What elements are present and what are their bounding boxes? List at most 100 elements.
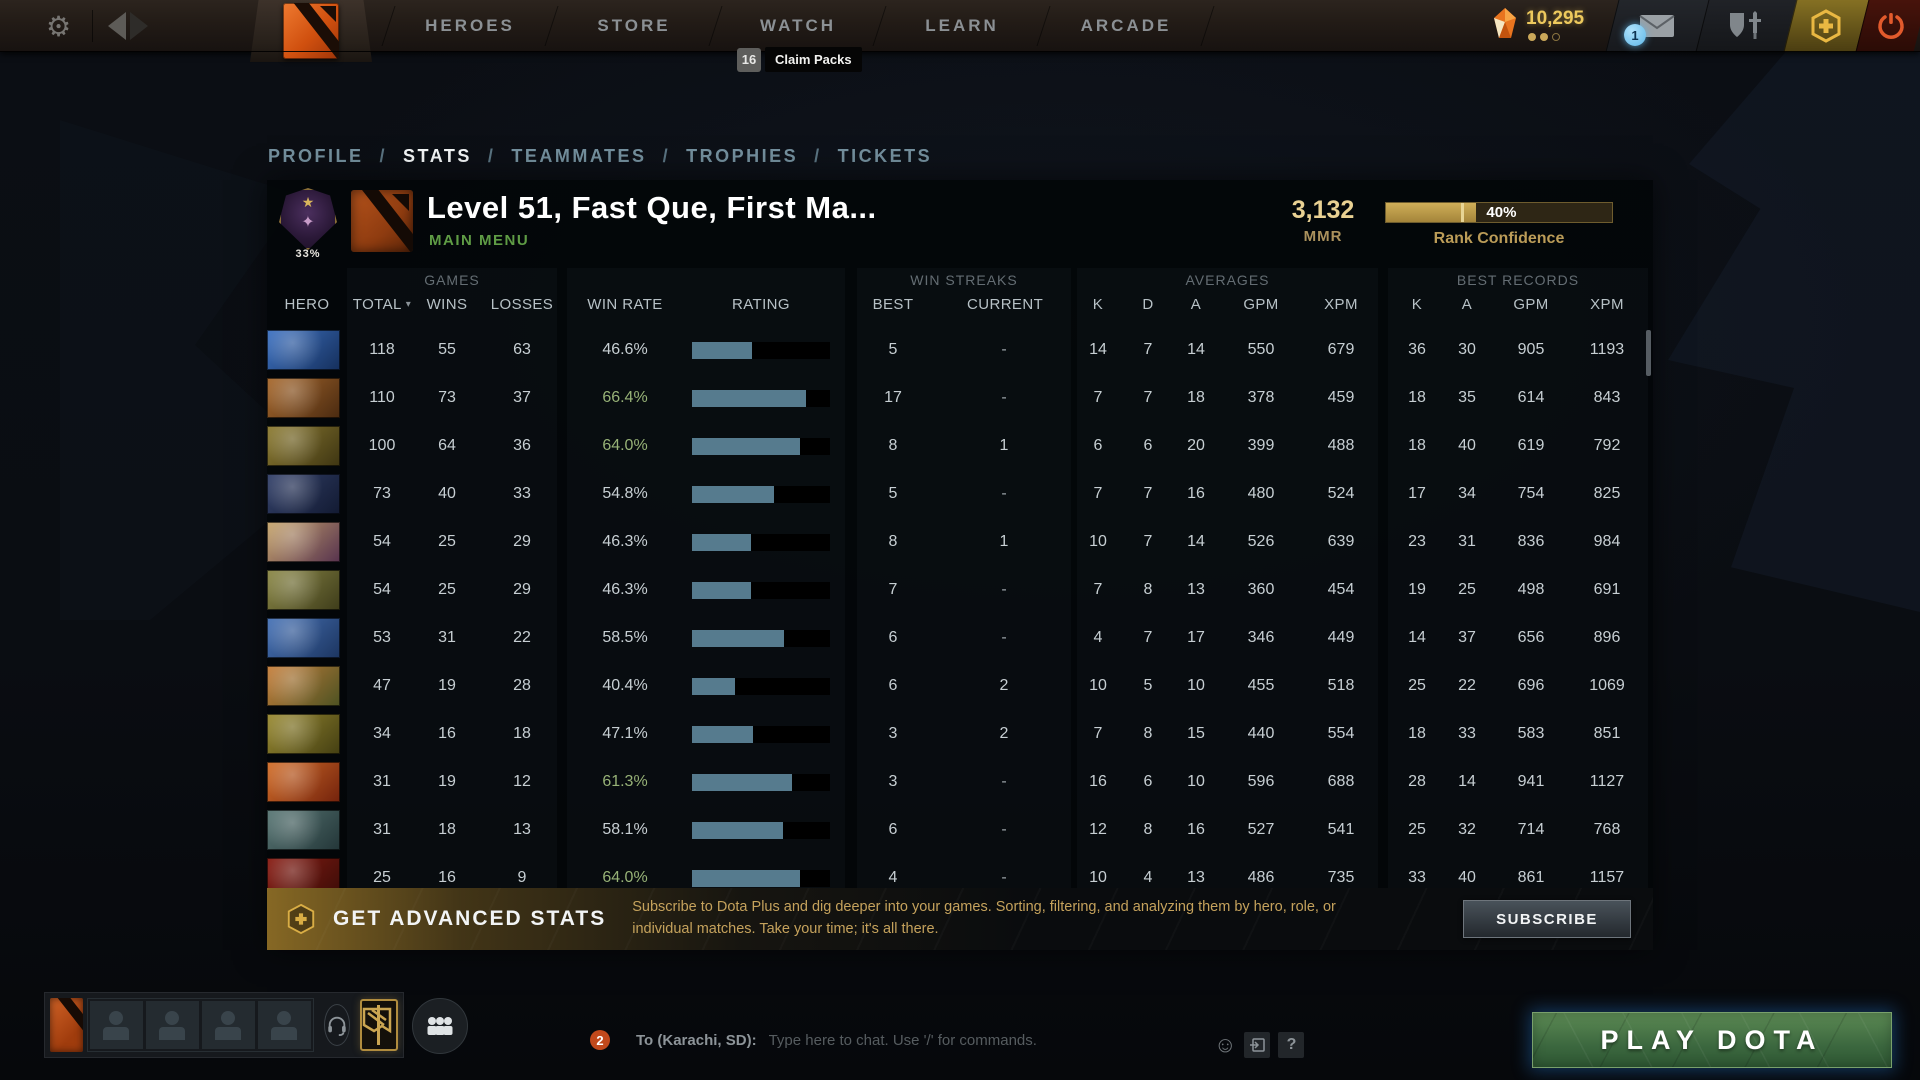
claim-packs-count: 16 bbox=[737, 47, 761, 72]
table-row[interactable]: 25 16 9 64.0% 4 - 10 4 13 486 735 33 40 861 1157 bbox=[267, 854, 1653, 888]
crumb-tickets[interactable]: TICKETS bbox=[837, 146, 933, 166]
stat-cell: 34 bbox=[1458, 485, 1476, 502]
crumb-profile[interactable]: PROFILE bbox=[268, 146, 364, 166]
table-row[interactable]: 47 19 28 40.4% 6 2 10 5 10 455 518 25 22 696 1069 bbox=[267, 662, 1653, 710]
table-row[interactable]: 100 64 36 64.0% 8 1 6 6 20 399 488 18 40 619 792 bbox=[267, 422, 1653, 470]
hero-portrait-earthshaker[interactable] bbox=[267, 378, 340, 418]
play-dota-button[interactable]: PLAY DOTA bbox=[1532, 1012, 1892, 1068]
hero-portrait-sniper[interactable] bbox=[267, 810, 340, 850]
crumb-teammates[interactable]: TEAMMATES bbox=[511, 146, 647, 166]
shard-currency[interactable]: 10,295 bbox=[1492, 8, 1584, 41]
back-arrow-icon[interactable] bbox=[108, 12, 126, 40]
party-slot-empty[interactable] bbox=[145, 1001, 199, 1049]
hero-portrait-mirana[interactable] bbox=[267, 474, 340, 514]
stat-cell: 596 bbox=[1247, 773, 1275, 790]
col-rec-gpm[interactable]: GPM bbox=[1513, 296, 1549, 313]
hero-portrait-windranger[interactable] bbox=[267, 666, 340, 706]
emoticon-icon[interactable]: ☺ bbox=[1214, 1032, 1237, 1057]
col-current[interactable]: CURRENT bbox=[967, 296, 1044, 313]
stat-cell: 13 bbox=[1187, 581, 1205, 598]
chat-notification-badge[interactable]: 2 bbox=[590, 1030, 610, 1050]
stat-cell: 37 bbox=[513, 389, 531, 406]
chat-bar: 2 To (Karachi, SD): bbox=[590, 1030, 1189, 1050]
hero-portrait-alchemist[interactable] bbox=[267, 426, 340, 466]
guild-banner-button[interactable] bbox=[360, 999, 398, 1051]
help-icon[interactable]: ? bbox=[1278, 1032, 1305, 1058]
claim-packs-tooltip[interactable]: 16 Claim Packs bbox=[737, 47, 862, 72]
hero-portrait-ogre-magi[interactable] bbox=[267, 618, 340, 658]
voice-chat-button[interactable] bbox=[323, 1004, 350, 1046]
mail-button[interactable]: 1 bbox=[1605, 0, 1709, 52]
col-hero[interactable]: HERO bbox=[284, 296, 330, 313]
nav-store[interactable]: STORE bbox=[552, 0, 716, 52]
dota-logo[interactable] bbox=[283, 3, 339, 59]
stat-cell: 28 bbox=[513, 677, 531, 694]
table-row[interactable]: 54 25 29 46.3% 7 - 7 8 13 360 454 19 25 498 691 bbox=[267, 566, 1653, 614]
table-row[interactable]: 34 16 18 47.1% 3 2 7 8 15 440 554 18 33 583 851 bbox=[267, 710, 1653, 758]
stat-cell: 518 bbox=[1327, 677, 1355, 694]
subscribe-button[interactable]: SUBSCRIBE bbox=[1463, 900, 1631, 938]
col-rating[interactable]: RATING bbox=[732, 296, 790, 313]
party-slot-empty[interactable] bbox=[201, 1001, 255, 1049]
party-finder-button[interactable] bbox=[412, 998, 468, 1054]
col-rec-a[interactable]: A bbox=[1461, 296, 1473, 313]
table-row[interactable]: 118 55 63 46.6% 5 - 14 7 14 550 679 36 30 905 1193 bbox=[267, 326, 1653, 374]
hero-portrait-puck[interactable] bbox=[267, 330, 340, 370]
crumb-trophies[interactable]: TROPHIES bbox=[686, 146, 799, 166]
stat-cell: 17 bbox=[1408, 485, 1426, 502]
table-row[interactable]: 31 18 13 58.1% 6 - 12 8 16 527 541 25 32 714 768 bbox=[267, 806, 1653, 854]
table-row[interactable]: 73 40 33 54.8% 5 - 7 7 16 480 524 17 34 754 825 bbox=[267, 470, 1653, 518]
party-slot-empty[interactable] bbox=[89, 1001, 143, 1049]
stat-cell: 13 bbox=[513, 821, 531, 838]
hero-portrait-invoker[interactable] bbox=[267, 522, 340, 562]
col-wins[interactable]: WINS bbox=[426, 296, 468, 313]
table-row[interactable]: 54 25 29 46.3% 8 1 10 7 14 526 639 23 31 836 984 bbox=[267, 518, 1653, 566]
col-avg-gpm[interactable]: GPM bbox=[1243, 296, 1279, 313]
dota-plus-button[interactable] bbox=[1783, 0, 1869, 52]
stat-cell: 28 bbox=[1408, 773, 1426, 790]
stat-cell: 1069 bbox=[1589, 677, 1625, 694]
stat-cell: 5 bbox=[888, 485, 898, 502]
nav-heroes[interactable]: HEROES bbox=[388, 0, 552, 52]
hero-portrait-bloodseeker[interactable] bbox=[267, 858, 340, 888]
rating-bar bbox=[692, 470, 830, 518]
col-avg-a[interactable]: A bbox=[1190, 296, 1202, 313]
col-avg-xpm[interactable]: XPM bbox=[1324, 296, 1358, 313]
stat-cell: 792 bbox=[1593, 437, 1621, 454]
table-scrollbar[interactable] bbox=[1646, 330, 1651, 376]
nav-learn[interactable]: LEARN bbox=[880, 0, 1044, 52]
col-losses[interactable]: LOSSES bbox=[490, 296, 554, 313]
table-row[interactable]: 31 19 12 61.3% 3 - 16 6 10 596 688 28 14 941 1127 bbox=[267, 758, 1653, 806]
col-win-rate[interactable]: WIN RATE bbox=[587, 296, 663, 313]
stat-cell: 73 bbox=[373, 485, 391, 502]
col-rec-xpm[interactable]: XPM bbox=[1590, 296, 1624, 313]
nav-arcade[interactable]: ARCADE bbox=[1044, 0, 1208, 52]
settings-gear-icon[interactable]: ⚙ bbox=[46, 11, 72, 42]
screenshot-share-icon[interactable] bbox=[1244, 1032, 1271, 1058]
col-avg-k[interactable]: K bbox=[1092, 296, 1104, 313]
stat-cell: 36 bbox=[1408, 341, 1426, 358]
nav-watch[interactable]: WATCH bbox=[716, 0, 880, 52]
table-row[interactable]: 53 31 22 58.5% 6 - 4 7 17 346 449 14 37 656 896 bbox=[267, 614, 1653, 662]
hero-portrait-pudge[interactable] bbox=[267, 570, 340, 610]
col-rec-k[interactable]: K bbox=[1411, 296, 1423, 313]
stat-cell: 47 bbox=[373, 677, 391, 694]
armory-button[interactable] bbox=[1695, 0, 1797, 52]
stat-cell: 498 bbox=[1517, 581, 1545, 598]
power-button[interactable] bbox=[1855, 0, 1920, 52]
chat-input[interactable] bbox=[768, 1031, 1189, 1049]
hero-portrait-lina[interactable] bbox=[267, 762, 340, 802]
stat-cell: 22 bbox=[1458, 677, 1476, 694]
hero-portrait-bounty-hunter[interactable] bbox=[267, 714, 340, 754]
party-slot-empty[interactable] bbox=[257, 1001, 311, 1049]
col-total[interactable]: TOTAL ▾ bbox=[352, 296, 412, 313]
crumb-stats[interactable]: STATS bbox=[403, 146, 472, 166]
stat-cell: 64 bbox=[438, 437, 456, 454]
stat-cell: - bbox=[1001, 389, 1007, 406]
col-best[interactable]: BEST bbox=[872, 296, 914, 313]
party-self-avatar[interactable] bbox=[50, 998, 83, 1052]
col-avg-d[interactable]: D bbox=[1142, 296, 1154, 313]
table-row[interactable]: 110 73 37 66.4% 17 - 7 7 18 378 459 18 35 614 843 bbox=[267, 374, 1653, 422]
stat-cell: 34 bbox=[373, 725, 391, 742]
forward-arrow-icon[interactable] bbox=[130, 12, 148, 40]
